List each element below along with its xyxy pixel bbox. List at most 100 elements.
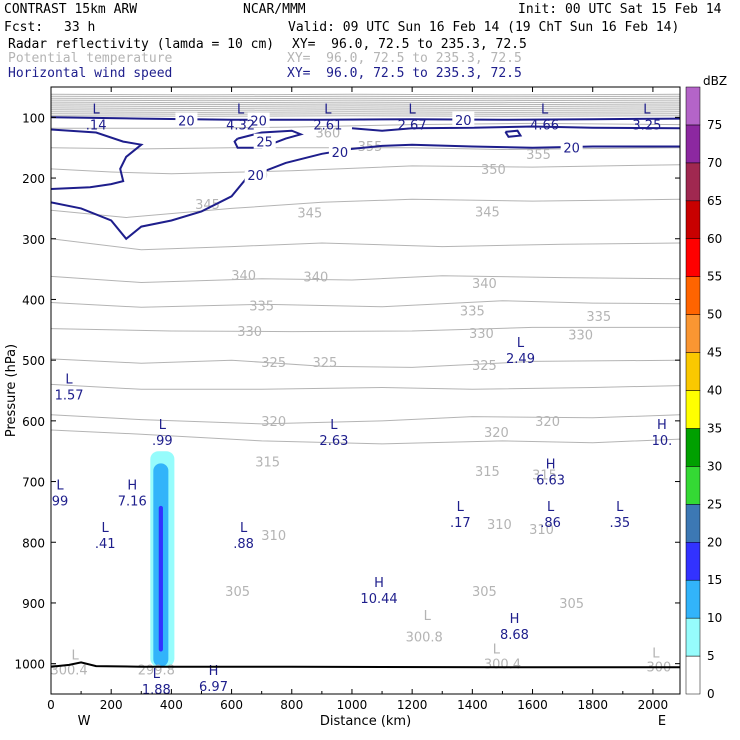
theta-contour — [51, 326, 680, 333]
wind-extremum-value: 8.68 — [500, 628, 529, 643]
x-end-label-left: W — [78, 714, 91, 729]
theta-label: 325 — [472, 359, 497, 374]
field-name-reflectivity: Radar reflectivity (lamda = 10 cm) — [8, 37, 275, 52]
theta-upper-contour — [51, 93, 680, 96]
theta-label: 310 — [261, 529, 286, 544]
wind-extremum-mark: L — [153, 667, 161, 682]
wind-extremum-mark: L — [65, 372, 73, 387]
reflectivity-cell — [158, 505, 163, 652]
wind-label: 20 — [250, 114, 267, 129]
theta-label: 320 — [484, 426, 509, 441]
x-tick-label: 2000 — [638, 698, 669, 712]
colorbar-level-label: 65 — [707, 194, 722, 208]
theta-contour — [51, 358, 680, 368]
theta-contour — [51, 275, 680, 284]
colorbar-level-label: 40 — [707, 384, 722, 398]
theta-upper-contour — [51, 115, 680, 117]
wind-extremum-mark: H — [374, 576, 384, 591]
theta-label: 310 — [529, 523, 554, 538]
colorbar-swatch — [685, 276, 701, 315]
theta-label: 330 — [237, 325, 262, 340]
colorbar-swatch — [685, 390, 701, 429]
x-tick-label: 1200 — [397, 698, 428, 712]
forecast-hour: 33 h — [64, 20, 96, 35]
theta-contour — [51, 414, 680, 425]
y-tick-label: 300 — [22, 233, 45, 247]
theta-label: 345 — [475, 205, 500, 220]
theta-label: 315 — [475, 465, 500, 480]
theta-label: 310 — [487, 518, 512, 533]
theta-extremum-mark: L — [424, 609, 432, 624]
x-tick-label: 800 — [280, 698, 303, 712]
wind-label: 20 — [332, 146, 349, 161]
wind-extremum-value: 1.57 — [55, 388, 84, 403]
surface-line — [51, 661, 680, 669]
theta-label: 325 — [312, 356, 337, 371]
wind-extremum-value: .99 — [152, 434, 173, 449]
wind-label: 20 — [455, 114, 472, 129]
x-tick-label: 1800 — [577, 698, 608, 712]
wind-extremum-mark: L — [457, 500, 465, 515]
theta-label: 300.8 — [406, 630, 443, 645]
colorbar-swatch — [685, 579, 701, 619]
wind-extremum-value: 10.44 — [360, 592, 397, 607]
theta-extremum-mark: L — [493, 642, 501, 657]
x-tick-label: 0 — [47, 698, 55, 712]
y-tick-label: 900 — [22, 597, 45, 611]
wind-contour — [51, 116, 680, 121]
wind-label-bg — [175, 112, 198, 128]
theta-label: 330 — [568, 329, 593, 344]
colorbar-swatch — [685, 352, 701, 391]
theta-label: 300.4 — [50, 664, 87, 679]
colorbar-level-label: 70 — [707, 156, 722, 170]
wind-extremum-mark: L — [324, 102, 332, 117]
colorbar-level-label: 10 — [707, 611, 722, 625]
theta-contour — [51, 147, 680, 151]
wind-extremum-value: .86 — [540, 516, 561, 531]
wind-extremum-mark: L — [330, 418, 338, 433]
wind-extremum-mark: L — [159, 418, 167, 433]
theta-label: 320 — [535, 415, 560, 430]
model-title: CONTRAST 15km ARW — [4, 2, 138, 17]
theta-contour — [51, 164, 680, 175]
colorbar-level-label: 30 — [707, 459, 722, 473]
theta-label: 315 — [255, 456, 280, 471]
wind-label-bg — [247, 112, 270, 128]
colorbar-swatch — [685, 542, 701, 581]
colorbar-swatch — [685, 617, 701, 657]
theta-label: 305 — [472, 585, 497, 600]
x-axis-label: Distance (km) — [320, 714, 411, 729]
wind-extremum-value: 7.16 — [118, 495, 147, 510]
x-tick-label: 1400 — [457, 698, 488, 712]
theta-label: 340 — [472, 277, 497, 292]
wind-extremum-mark: L — [102, 521, 110, 536]
wind-label-bg — [560, 139, 583, 155]
wind-extremum-value: 2.61 — [313, 118, 342, 133]
colorbar-level-label: 5 — [707, 649, 715, 663]
theta-upper-contour — [51, 101, 680, 104]
colorbar-unit: dBZ — [703, 74, 727, 88]
wind-extremum-mark: L — [643, 102, 651, 117]
wind-extremum-mark: L — [517, 336, 525, 351]
theta-contour — [51, 429, 680, 445]
theta-extremum-mark: L — [71, 649, 79, 664]
x-tick-label: 1000 — [337, 698, 368, 712]
wind-extremum-mark: H — [127, 479, 137, 494]
wind-extremum-mark: H — [657, 418, 667, 433]
wind-extremum-value: 2.67 — [398, 118, 427, 133]
theta-contour — [51, 122, 680, 129]
wind-extremum-value: 99 — [52, 495, 69, 510]
theta-extremum-mark: L — [652, 647, 660, 662]
wind-contour-group — [51, 116, 680, 241]
wind-extremum-value: .35 — [609, 516, 630, 531]
theta-label: 335 — [460, 304, 485, 319]
theta-label: 355 — [526, 148, 551, 163]
x-end-label-right: E — [658, 714, 666, 729]
colorbar-swatch — [685, 238, 701, 277]
theta-upper-contour — [51, 105, 680, 108]
wind-extremum-value: 2.49 — [506, 352, 535, 367]
colorbar-swatch — [685, 428, 701, 467]
wind-extremum-value: 4.66 — [530, 118, 559, 133]
y-tick-label: 1000 — [14, 658, 45, 672]
